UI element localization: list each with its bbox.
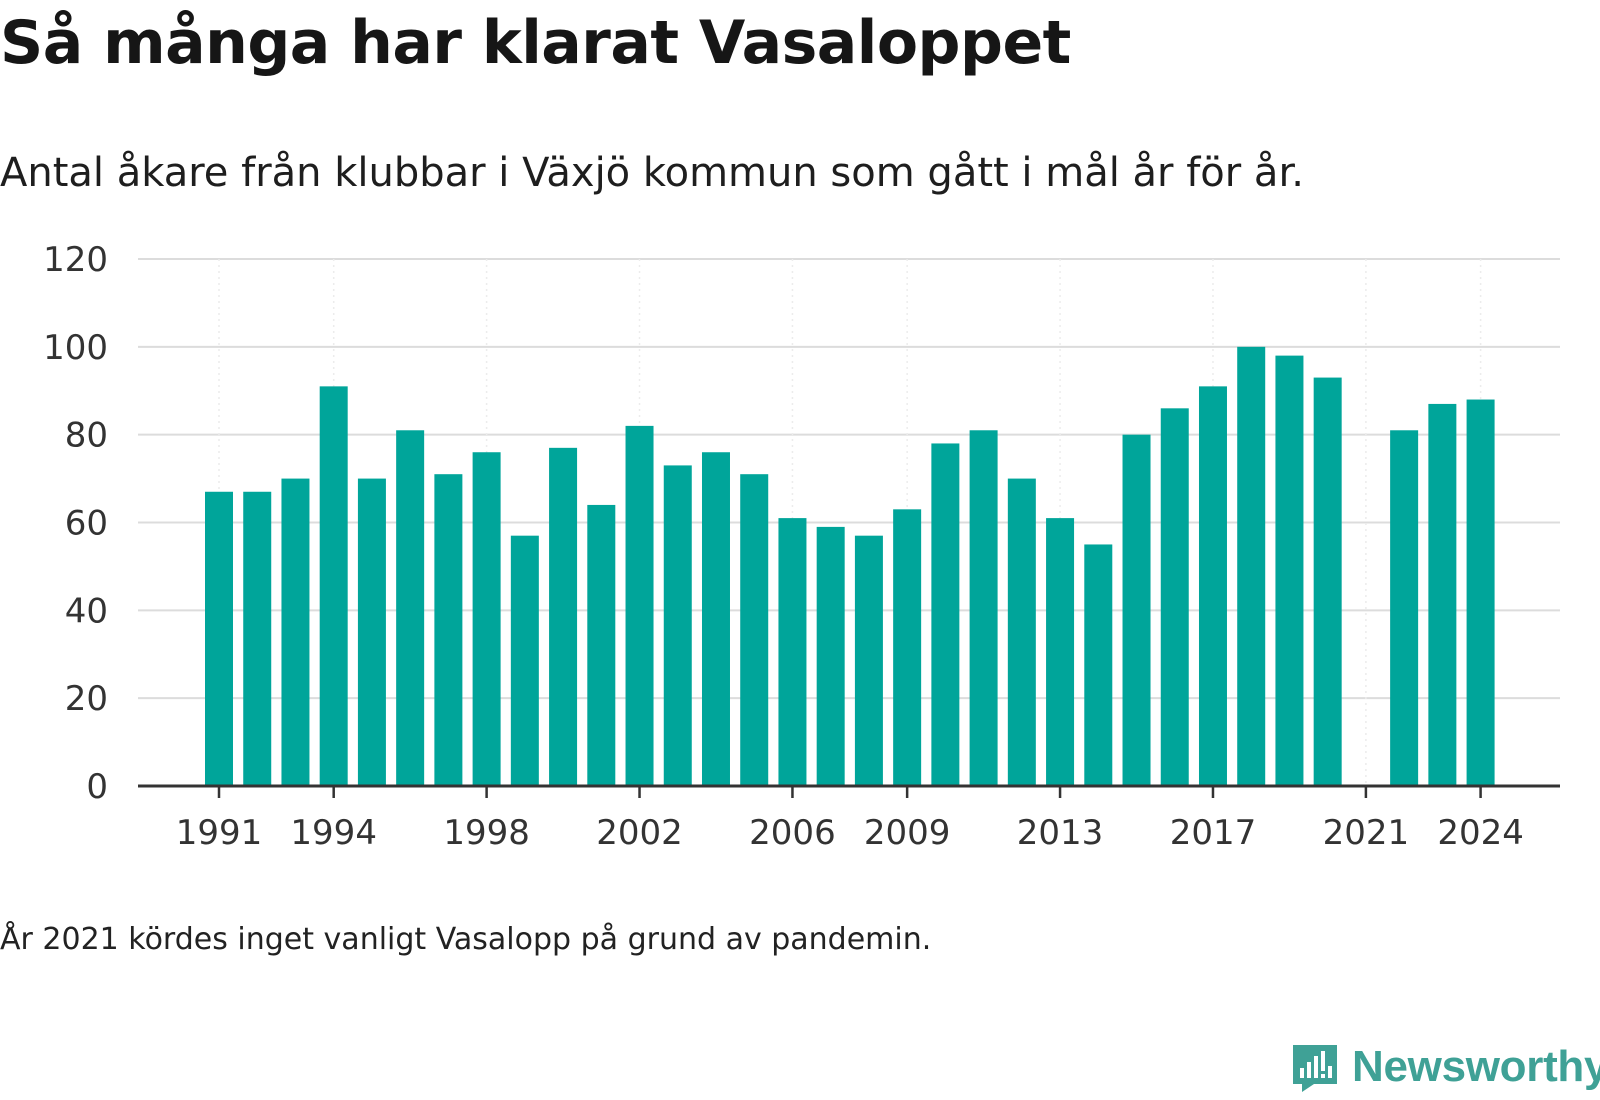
bar-2015	[1122, 434, 1151, 786]
bar-2023	[1428, 403, 1457, 786]
x-tick-label: 1998	[443, 813, 530, 853]
bar-2012	[1007, 478, 1036, 786]
bar-2020	[1313, 377, 1342, 786]
x-tick-label: 2021	[1323, 813, 1410, 853]
bar-2024	[1466, 399, 1495, 786]
newsworthy-logo-text: Newsworthy	[1352, 1042, 1600, 1091]
x-tick-label: 2013	[1017, 813, 1104, 853]
bar-2013	[1046, 518, 1075, 786]
x-tick-label: 1994	[290, 813, 377, 853]
bar-1995	[357, 478, 386, 786]
y-tick-label: 20	[65, 679, 108, 719]
bar-2022	[1390, 430, 1419, 786]
x-tick-label: 2002	[596, 813, 683, 853]
bar-2007	[816, 526, 845, 786]
bar-1998	[472, 452, 501, 786]
bar-1991	[205, 491, 233, 786]
bar-2006	[778, 518, 807, 786]
gridlines	[138, 258, 1560, 786]
bar-1996	[396, 430, 425, 786]
bar-chart: 0 20 40 60 80 100 120 1991 1994 1998 2002 2006 2009 2…	[43, 240, 1560, 853]
newsworthy-logo-icon	[1293, 1045, 1337, 1092]
bar-2018	[1237, 346, 1266, 786]
bar-2008	[854, 535, 883, 786]
y-tick-label: 40	[65, 591, 108, 631]
bar-2011	[969, 430, 998, 786]
bar-2019	[1275, 355, 1304, 786]
x-tick-label: 2017	[1170, 813, 1257, 853]
footnote: År 2021 kördes inget vanligt Vasalopp på…	[0, 922, 932, 957]
y-tick-label: 80	[65, 416, 108, 456]
bars	[205, 346, 1495, 786]
y-tick-label: 120	[43, 240, 108, 280]
bar-2010	[931, 443, 960, 786]
chart-title: Så många har klarat Vasaloppet	[0, 8, 1071, 78]
bar-2016	[1160, 408, 1189, 786]
bar-2009	[893, 509, 922, 786]
bar-2014	[1084, 544, 1113, 786]
y-tick-label: 60	[65, 504, 108, 544]
bar-1999	[510, 535, 539, 786]
newsworthy-logo: Newsworthy	[1290, 1042, 1600, 1092]
x-axis	[138, 784, 1560, 798]
bar-1997	[434, 474, 463, 786]
bar-1994	[319, 386, 348, 786]
x-tick-label: 2024	[1437, 813, 1524, 853]
bar-2005	[740, 474, 769, 786]
bar-1992	[243, 491, 272, 786]
bar-2000	[549, 447, 578, 786]
y-tick-label: 0	[86, 767, 108, 807]
y-tick-label: 100	[43, 328, 108, 368]
x-tick-label: 2006	[749, 813, 836, 853]
bar-2004	[701, 452, 730, 786]
tick-labels: 0 20 40 60 80 100 120 1991 1994 1998 2002 2006 2009 2…	[43, 240, 1524, 853]
bar-1993	[281, 478, 310, 786]
x-tick-label: 1991	[176, 813, 263, 853]
bar-2003	[663, 465, 692, 786]
bar-2017	[1198, 386, 1227, 786]
bar-2002	[625, 425, 654, 786]
chart-subtitle: Antal åkare från klubbar i Växjö kommun …	[0, 150, 1304, 196]
x-tick-label: 2009	[864, 813, 951, 853]
bar-2001	[587, 504, 616, 786]
